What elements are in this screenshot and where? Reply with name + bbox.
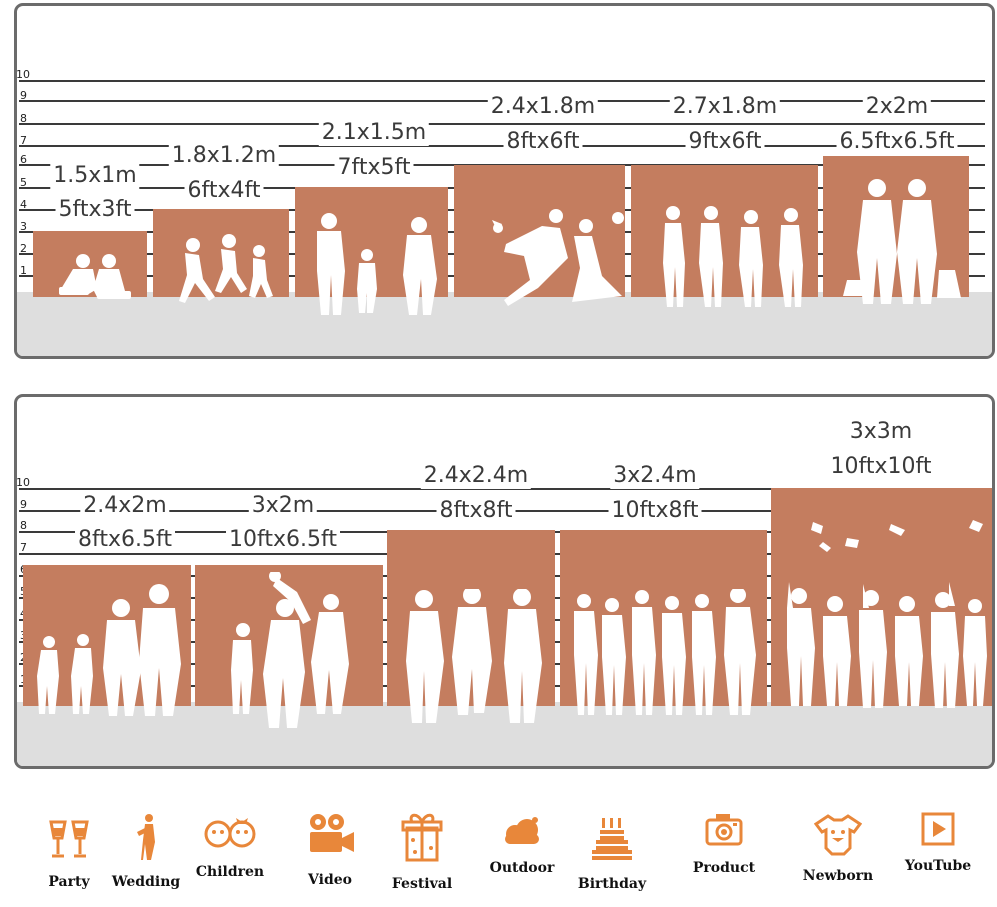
size-label-imperial: 9ftx6ft <box>685 129 765 155</box>
gift-box-icon <box>401 813 443 862</box>
size-label-imperial: 6ftx4ft <box>184 178 264 204</box>
size-label-metric: 2.4x1.8m <box>487 94 599 120</box>
tick-label: 4 <box>20 198 27 211</box>
size-label-imperial: 8ftx6.5ft <box>75 527 175 553</box>
size-label-metric: 2.1x1.5m <box>318 120 430 146</box>
grid-line-10 <box>19 488 985 490</box>
camera-icon <box>705 814 743 846</box>
grid-line-7 <box>19 145 985 147</box>
tick-label: 8 <box>20 519 27 532</box>
category-newborn: Newborn <box>793 800 883 884</box>
video-camera-icon <box>310 814 354 852</box>
size-label-metric: 1.8x1.2m <box>168 143 280 169</box>
tick-label: 9 <box>20 89 27 102</box>
family-of-four-silhouette <box>37 584 181 716</box>
category-label: Party <box>48 874 90 890</box>
four-women-silhouette <box>663 206 803 307</box>
category-label: Outdoor <box>489 860 555 876</box>
category-label: YouTube <box>904 858 972 874</box>
children-faces-icon <box>204 818 256 848</box>
category-children: Children <box>185 800 275 880</box>
size-label-metric: 2x2m <box>862 94 932 120</box>
category-product: Product <box>679 800 769 876</box>
floor <box>17 702 992 766</box>
size-label-imperial: 7ftx5ft <box>334 155 414 181</box>
grid-line-8 <box>19 123 985 125</box>
size-label-imperial: 10ftx10ft <box>827 454 935 480</box>
category-outdoor: Outdoor <box>477 800 567 876</box>
size-chart-panel-top: 10 9 8 7 6 5 4 3 2 1 1.5 <box>14 3 995 359</box>
size-label-imperial: 6.5ftx6.5ft <box>836 129 958 155</box>
category-label: Festival <box>391 876 453 892</box>
category-label: Birthday <box>577 876 647 892</box>
category-festival: Festival <box>377 800 467 892</box>
tick-label: 7 <box>20 134 27 147</box>
bride-icon <box>137 814 155 860</box>
tick-label: 10 <box>16 476 30 489</box>
size-label-imperial: 8ftx6ft <box>503 129 583 155</box>
tick-label: 8 <box>20 112 27 125</box>
category-label: Wedding <box>111 874 181 890</box>
category-video: Video <box>285 800 375 888</box>
size-label-imperial: 10ftx6.5ft <box>226 527 340 553</box>
category-label: Video <box>308 872 352 888</box>
couple-with-dogs-silhouette <box>843 179 961 304</box>
play-button-icon <box>921 812 955 846</box>
category-label: Product <box>692 860 756 876</box>
children-running-silhouette <box>179 234 273 303</box>
birthday-cake-icon <box>592 818 632 860</box>
tick-label: 10 <box>16 68 30 81</box>
graduates-silhouette <box>787 520 987 708</box>
size-label-metric: 3x2.4m <box>610 463 700 489</box>
parents-lifting-child-silhouette <box>231 572 349 728</box>
tick-label: 2 <box>20 242 27 255</box>
tick-label: 9 <box>20 498 27 511</box>
size-chart-panel-bottom: 10 9 8 7 6 5 4 3 2 1 <box>14 394 995 769</box>
tick-label: 3 <box>20 220 27 233</box>
category-label: Newborn <box>802 868 874 884</box>
three-adults-silhouette <box>406 589 542 723</box>
group-of-friends-silhouette <box>574 589 756 715</box>
floor <box>17 292 992 356</box>
category-icon-row: Party Wedding Children Video Festival Ou… <box>0 800 997 907</box>
size-label-metric: 2.4x2m <box>80 493 170 519</box>
size-label-metric: 2.4x2.4m <box>420 463 532 489</box>
tick-label: 1 <box>20 264 27 277</box>
category-birthday: Birthday <box>567 800 657 892</box>
cloud-icon <box>505 817 539 844</box>
children-reading-silhouette <box>59 254 131 299</box>
size-label-metric: 3x2m <box>248 493 318 519</box>
family-silhouette <box>317 213 437 315</box>
wedding-couple-silhouette <box>492 209 624 306</box>
size-label-metric: 3x3m <box>846 419 916 445</box>
tick-label: 5 <box>20 176 27 189</box>
size-label-imperial: 8ftx8ft <box>436 498 516 524</box>
grid-line-10 <box>19 80 985 82</box>
category-party: Party <box>24 800 114 890</box>
category-label: Children <box>195 864 265 880</box>
size-label-metric: 2.7x1.8m <box>669 94 781 120</box>
champagne-glasses-icon <box>49 820 89 858</box>
size-label-metric: 1.5x1m <box>50 163 140 189</box>
size-label-imperial: 10ftx8ft <box>608 498 702 524</box>
category-wedding: Wedding <box>101 800 191 890</box>
tick-label: 6 <box>20 153 27 166</box>
size-label-imperial: 5ftx3ft <box>55 197 135 223</box>
baby-onesie-icon <box>814 814 862 856</box>
category-youtube: YouTube <box>893 800 983 874</box>
tick-label: 7 <box>20 541 27 554</box>
